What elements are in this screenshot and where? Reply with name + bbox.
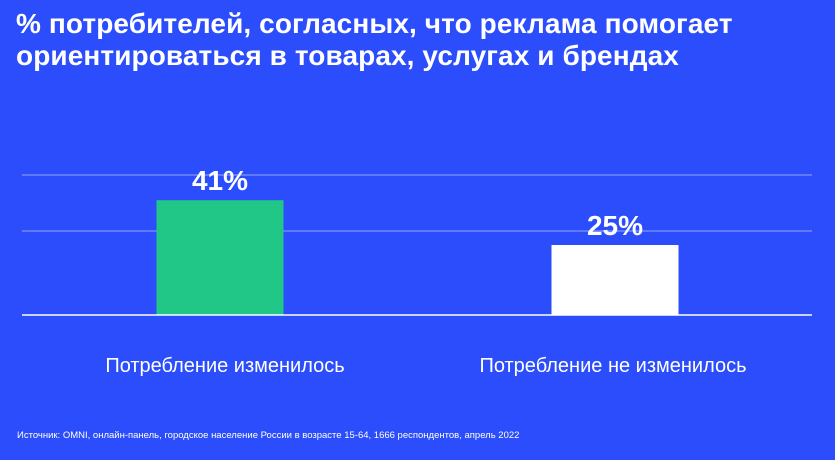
bar-2 bbox=[551, 245, 679, 315]
value-label-2: 25% bbox=[587, 210, 643, 241]
bar-1 bbox=[156, 200, 284, 315]
bars bbox=[156, 200, 679, 315]
chart-title-line-2: ориентироваться в товарах, услугах и бре… bbox=[16, 40, 679, 71]
gridlines bbox=[22, 174, 812, 232]
category-labels: Потребление изменилось Потребление не изм… bbox=[105, 355, 746, 377]
source-note: Источник: OMNI, онлайн-панель, городское… bbox=[17, 430, 520, 441]
category-label-2: Потребление не изменилось bbox=[479, 355, 746, 377]
value-labels: 41% 25% bbox=[192, 165, 643, 241]
chart-title-line-1: % потребителей, согласных, что реклама п… bbox=[16, 8, 733, 39]
value-label-1: 41% bbox=[192, 165, 248, 196]
chart-title: % потребителей, согласных, что реклама п… bbox=[16, 8, 826, 72]
category-label-1: Потребление изменилось bbox=[105, 355, 344, 377]
